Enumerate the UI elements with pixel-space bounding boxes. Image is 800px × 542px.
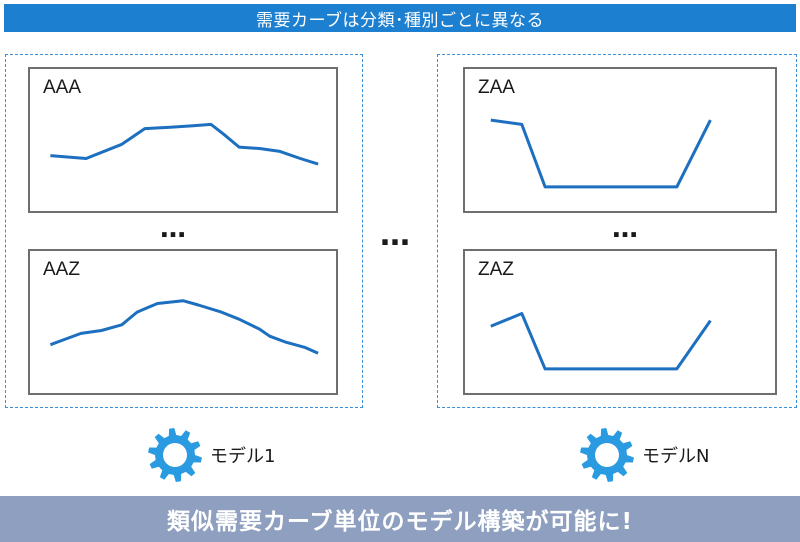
gear-hole (595, 443, 619, 467)
panel-label: AAZ (43, 259, 80, 280)
ellipsis: … (612, 214, 638, 244)
curve-line (50, 122, 319, 166)
chart-panel-zaz: ZAZ (463, 249, 777, 395)
chart-panel-aaz: AAZ (28, 249, 338, 395)
gear-icon (580, 428, 634, 482)
group-left: AAA … AAZ (5, 54, 363, 408)
model-1: モデル1 (146, 426, 275, 484)
curve-line (490, 118, 712, 189)
chart-panel-aaa: AAA (28, 67, 338, 213)
panel-label: AAA (43, 77, 82, 98)
panel-label: ZAA (478, 77, 515, 98)
header-title: 需要カーブは分類･種別ごとに異なる (256, 10, 544, 31)
model-label: モデルN (642, 446, 710, 467)
chart-panel-zaa: ZAA (463, 67, 777, 213)
gear-icon (148, 428, 202, 482)
curve-line (490, 312, 712, 371)
footer-banner: 類似需要カーブ単位のモデル構築が可能に! (0, 496, 800, 542)
demand-curve-aaz (49, 299, 319, 355)
middle-ellipsis: … (380, 218, 410, 253)
model-label: モデル1 (210, 446, 276, 467)
gear-hole (163, 443, 187, 467)
footer-text: 類似需要カーブ単位のモデル構築が可能に! (166, 509, 634, 535)
model-n: モデルN (578, 426, 709, 484)
curve-line (49, 299, 319, 355)
panel-label: ZAZ (478, 259, 514, 280)
ellipsis: … (160, 214, 186, 244)
demand-curve-aaa (50, 122, 319, 166)
demand-curve-zaz (490, 312, 712, 371)
header-banner: 需要カーブは分類･種別ごとに異なる (4, 4, 796, 32)
demand-curve-zaa (490, 118, 712, 189)
group-right: ZAA … ZAZ (437, 54, 797, 408)
